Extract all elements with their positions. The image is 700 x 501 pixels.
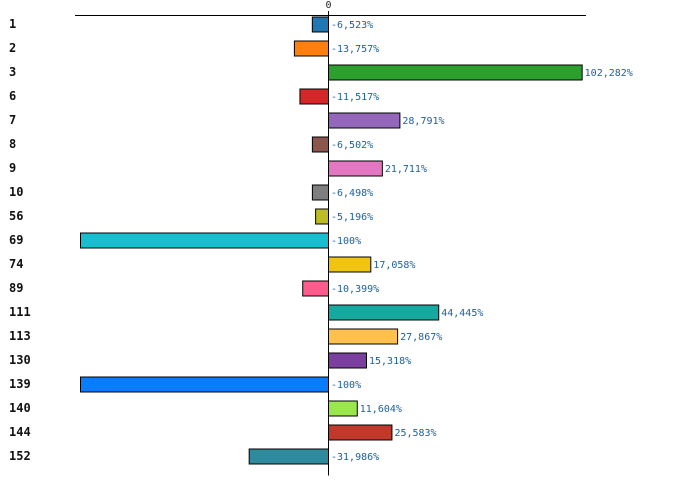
category-label-140: 140 bbox=[9, 401, 31, 415]
category-label-130: 130 bbox=[9, 353, 31, 367]
bar-140 bbox=[328, 400, 358, 417]
bar-89 bbox=[302, 280, 329, 297]
category-label-111: 111 bbox=[9, 305, 31, 319]
category-label-6: 6 bbox=[9, 89, 16, 103]
bars-layer bbox=[80, 16, 583, 465]
bar-1 bbox=[311, 16, 330, 33]
category-label-3: 3 bbox=[9, 65, 16, 79]
value-label-2: -13,757% bbox=[331, 44, 379, 55]
category-label-89: 89 bbox=[9, 281, 23, 295]
value-label-10: -6,498% bbox=[331, 188, 373, 199]
bar-69 bbox=[80, 232, 329, 249]
bar-7 bbox=[328, 112, 401, 129]
bar-144 bbox=[328, 424, 393, 441]
value-label-140: 11,604% bbox=[360, 404, 402, 415]
value-label-111: 44,445% bbox=[441, 308, 483, 319]
category-label-7: 7 bbox=[9, 113, 16, 127]
bar-113 bbox=[328, 328, 399, 345]
value-label-3: 102,282% bbox=[585, 68, 633, 79]
value-label-152: -31,986% bbox=[331, 452, 379, 463]
value-label-56: -5,196% bbox=[331, 212, 373, 223]
bar-9 bbox=[328, 160, 383, 177]
bar-8 bbox=[311, 136, 329, 153]
category-label-2: 2 bbox=[9, 41, 16, 55]
bar-2 bbox=[293, 40, 329, 57]
value-label-8: -6,502% bbox=[331, 140, 373, 151]
category-label-56: 56 bbox=[9, 209, 23, 223]
value-label-1: -6,523% bbox=[331, 20, 373, 31]
value-label-7: 28,791% bbox=[402, 116, 444, 127]
category-label-69: 69 bbox=[9, 233, 23, 247]
zero-tick-label: 0 bbox=[325, 0, 331, 11]
value-label-69: -100% bbox=[331, 236, 361, 247]
value-label-89: -10,399% bbox=[331, 284, 379, 295]
category-label-152: 152 bbox=[9, 449, 31, 463]
category-label-139: 139 bbox=[9, 377, 31, 391]
value-label-144: 25,583% bbox=[394, 428, 436, 439]
value-label-139: -100% bbox=[331, 380, 361, 391]
bar-152 bbox=[248, 448, 329, 465]
category-label-113: 113 bbox=[9, 329, 31, 343]
value-label-74: 17,058% bbox=[373, 260, 415, 271]
category-label-74: 74 bbox=[9, 257, 23, 271]
category-label-10: 10 bbox=[9, 185, 23, 199]
bar-74 bbox=[328, 256, 372, 273]
bar-56 bbox=[315, 208, 330, 225]
category-label-9: 9 bbox=[9, 161, 16, 175]
bar-6 bbox=[299, 88, 329, 105]
category-label-1: 1 bbox=[9, 17, 16, 31]
bar-139 bbox=[80, 376, 329, 393]
bar-111 bbox=[328, 304, 440, 321]
value-label-130: 15,318% bbox=[369, 356, 411, 367]
category-label-144: 144 bbox=[9, 425, 31, 439]
value-label-113: 27,867% bbox=[400, 332, 442, 343]
value-label-6: -11,517% bbox=[331, 92, 379, 103]
bar-3 bbox=[328, 64, 583, 81]
value-label-9: 21,711% bbox=[385, 164, 427, 175]
bar-130 bbox=[328, 352, 367, 369]
category-label-8: 8 bbox=[9, 137, 16, 151]
bar-10 bbox=[311, 184, 329, 201]
